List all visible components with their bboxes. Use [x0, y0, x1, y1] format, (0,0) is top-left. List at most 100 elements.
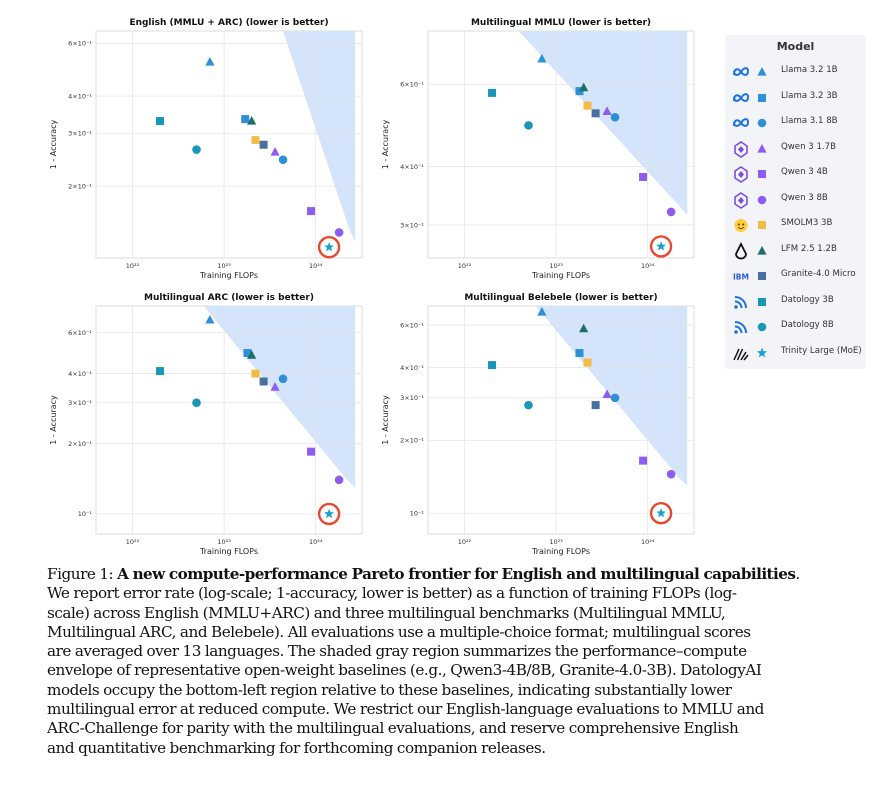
- point-lfm-2-5-1-2b: [247, 350, 257, 359]
- legend-item-qwen-3-8b: Qwen 3 8B: [731, 191, 863, 209]
- point-smolm3-3b: [583, 358, 592, 367]
- point-lfm-2-5-1-2b: [579, 323, 589, 333]
- chart-title: Multilingual Belebele (lower is better): [464, 293, 657, 303]
- point-qwen-3-4b: [639, 173, 648, 182]
- x-tick-label: 10²⁴: [641, 538, 655, 546]
- point-qwen-3-1-7b: [270, 382, 280, 391]
- y-tick-label: 2×10⁻¹: [400, 437, 424, 445]
- legend-marker-triangle: [757, 245, 767, 255]
- point-datology-3b: [488, 88, 497, 97]
- y-tick-label: 4×10⁻¹: [400, 163, 424, 171]
- legend-marker-star: [756, 347, 768, 357]
- x-axis-label: Training FLOPs: [531, 547, 590, 556]
- y-tick-label: 6×10⁻¹: [400, 321, 424, 329]
- qwen-logo-icon: [734, 191, 748, 209]
- point-llama-3-1-8b: [610, 393, 620, 403]
- legend-marker: [734, 140, 767, 158]
- x-tick-label: 10²⁴: [641, 262, 655, 270]
- legend-marker-triangle: [757, 67, 767, 76]
- point-llama-3-2-3b: [575, 349, 584, 358]
- y-tick-label: 3×10⁻¹: [400, 394, 424, 402]
- legend-item-llama-3-2-1b: Llama 3.2 1B: [731, 63, 863, 79]
- legend-marker-circle: [757, 195, 767, 204]
- legend-marker: IBM: [733, 272, 766, 282]
- point-granite-4-0-micro: [591, 109, 600, 118]
- legend-marker: [733, 118, 767, 128]
- legend-label: Granite-4.0 Micro: [781, 269, 856, 279]
- y-tick-label: 3×10⁻¹: [400, 221, 424, 229]
- y-tick-label: 10⁻¹: [410, 509, 425, 517]
- legend-item-granite-4-0-micro: IBM Granite-4.0 Micro: [731, 267, 863, 283]
- legend-item-qwen-3-1-7b: Qwen 3 1.7B: [731, 140, 863, 158]
- point-trinity-large-moe: [324, 508, 334, 519]
- y-axis-label: 1 - Accuracy: [381, 119, 390, 169]
- point-datology-3b: [156, 117, 165, 126]
- y-tick-label: 4×10⁻¹: [400, 364, 424, 372]
- x-tick-label: 10²²: [458, 538, 472, 546]
- y-tick-label: 2×10⁻¹: [68, 182, 92, 190]
- point-qwen-3-1-7b: [270, 147, 280, 156]
- y-axis-label: 1 - Accuracy: [381, 395, 390, 445]
- meta-logo-icon: [733, 92, 750, 102]
- qwen-logo-icon: [734, 140, 748, 158]
- pareto-frontier-region: [283, 31, 356, 243]
- x-axis-label: Training FLOPs: [199, 547, 258, 556]
- legend-item-smolm3-3b: SMOLM3 3B: [731, 216, 863, 232]
- legend-marker: [734, 295, 766, 309]
- datology-logo-icon: [734, 321, 747, 334]
- point-llama-3-2-1b: [205, 314, 215, 324]
- x-tick-label: 10²³: [549, 262, 563, 270]
- point-qwen-3-8b: [334, 228, 344, 237]
- caption-line: We report error rate (log-scale; 1-accur…: [47, 584, 737, 603]
- legend-label: Llama 3.1 8B: [781, 116, 838, 126]
- y-tick-label: 3×10⁻¹: [68, 130, 92, 138]
- legend: Model Llama 3.2 1B Llama 3.2 3B Llama 3.1 …: [725, 35, 866, 369]
- caption-title: A new compute-performance Pareto frontie…: [117, 565, 796, 583]
- point-lfm-2-5-1-2b: [247, 116, 257, 125]
- x-tick-label: 10²⁴: [309, 538, 323, 546]
- pareto-frontier-region: [203, 306, 356, 488]
- point-llama-3-2-1b: [537, 53, 547, 63]
- legend-label: Datology 3B: [781, 294, 834, 305]
- legend-label: Llama 3.2 3B: [781, 90, 838, 101]
- legend-marker-circle: [757, 118, 767, 128]
- x-axis-label: Training FLOPs: [199, 271, 258, 280]
- legend-marker-circle: [757, 322, 767, 332]
- legend-label: Qwen 3 8B: [781, 192, 828, 203]
- caption-line: envelope of representative open-weight b…: [47, 661, 762, 680]
- point-granite-4-0-micro: [259, 140, 268, 149]
- point-qwen-3-1-7b: [602, 389, 612, 399]
- y-tick-label: 6×10⁻¹: [68, 329, 92, 337]
- legend-item-qwen-3-4b: Qwen 3 4B: [731, 165, 863, 183]
- point-granite-4-0-micro: [591, 401, 600, 410]
- point-trinity-large-moe: [656, 241, 666, 251]
- point-datology-8b: [192, 145, 201, 154]
- legend-label: LFM 2.5 1.2B: [781, 243, 837, 254]
- legend-marker: [735, 241, 767, 259]
- point-llama-3-2-1b: [205, 56, 215, 66]
- y-axis-label: 1 - Accuracy: [49, 119, 58, 169]
- legend-marker: [734, 166, 766, 183]
- legend-marker: [733, 67, 767, 76]
- y-tick-label: 6×10⁻¹: [68, 40, 92, 48]
- legend-marker-square: [758, 297, 766, 306]
- y-tick-label: 2×10⁻¹: [68, 440, 92, 448]
- pareto-frontier-region: [518, 31, 688, 216]
- y-tick-label: 4×10⁻¹: [68, 92, 92, 100]
- caption-line: ARC-Challenge for parity with the multil…: [47, 719, 739, 738]
- point-qwen-3-4b: [307, 447, 316, 456]
- point-granite-4-0-micro: [259, 377, 268, 386]
- legend-marker: [734, 219, 766, 232]
- point-llama-3-1-8b: [610, 112, 620, 122]
- y-tick-label: 10⁻¹: [78, 510, 93, 518]
- x-tick-label: 10²²: [126, 262, 140, 270]
- legend-label: Llama 3.2 1B: [781, 65, 838, 75]
- legend-item-llama-3-2-3b: Llama 3.2 3B: [731, 89, 863, 105]
- point-llama-3-1-8b: [278, 155, 288, 165]
- legend-marker: [733, 92, 766, 102]
- caption-line: models occupy the bottom-left region rel…: [47, 680, 732, 699]
- point-qwen-3-4b: [307, 207, 316, 216]
- point-llama-3-2-3b: [243, 349, 252, 358]
- arcee-logo-icon: [733, 348, 749, 360]
- point-datology-3b: [156, 367, 165, 376]
